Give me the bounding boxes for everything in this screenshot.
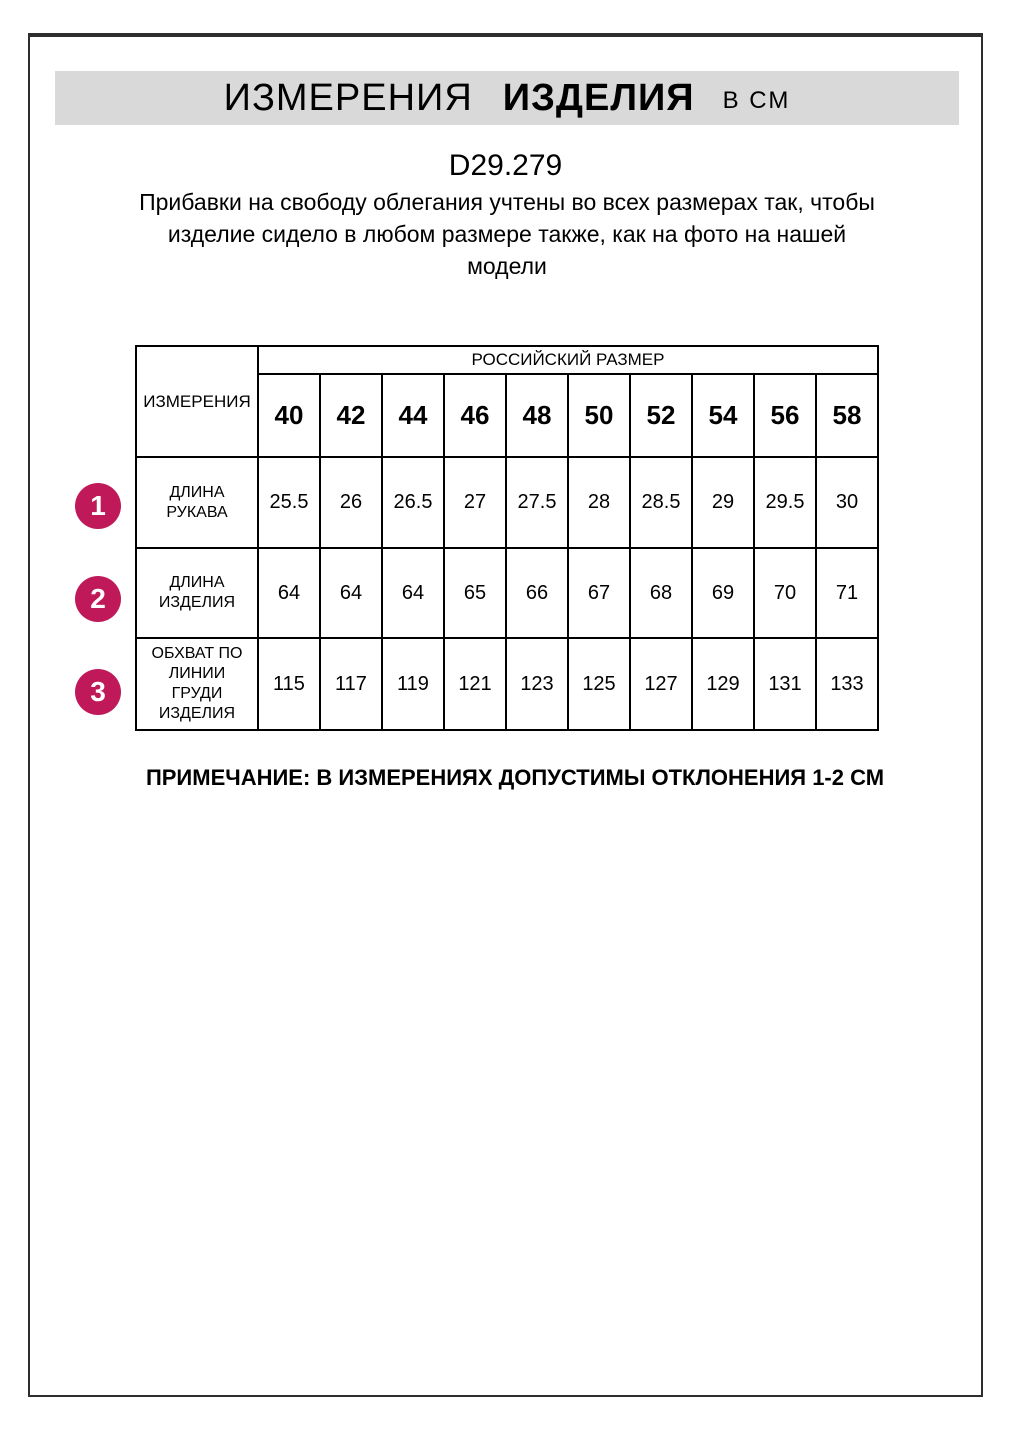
cell-value: 26.5 bbox=[381, 456, 445, 549]
title-banner: ИЗМЕРЕНИЯ ИЗДЕЛИЯ В СМ bbox=[55, 71, 959, 125]
cell-value: 29.5 bbox=[753, 456, 817, 549]
cell-value: 28.5 bbox=[629, 456, 693, 549]
size-header: 58 bbox=[815, 373, 879, 458]
size-header: 42 bbox=[319, 373, 383, 458]
cell-value: 29 bbox=[691, 456, 755, 549]
table-corner-header: ИЗМЕРЕНИЯ bbox=[135, 345, 259, 458]
page-title-word-product: ИЗДЕЛИЯ bbox=[502, 76, 695, 119]
size-header: 54 bbox=[691, 373, 755, 458]
row-label: ДЛИНА РУКАВА bbox=[135, 456, 259, 549]
row-label: ДЛИНА ИЗДЕЛИЯ bbox=[135, 547, 259, 639]
cell-value: 123 bbox=[505, 637, 569, 731]
cell-value: 65 bbox=[443, 547, 507, 639]
tolerance-note: ПРИМЕЧАНИЕ: В ИЗМЕРЕНИЯХ ДОПУСТИМЫ ОТКЛО… bbox=[145, 765, 885, 790]
cell-value: 26 bbox=[319, 456, 383, 549]
cell-value: 64 bbox=[381, 547, 445, 639]
table-group-header: РОССИЙСКИЙ РАЗМЕР bbox=[257, 345, 879, 375]
row-marker-2-number: 2 bbox=[90, 583, 106, 614]
table-sizes-row: 40 42 44 46 48 50 52 54 56 58 bbox=[136, 373, 879, 458]
size-header: 46 bbox=[443, 373, 507, 458]
cell-value: 69 bbox=[691, 547, 755, 639]
cell-value: 121 bbox=[443, 637, 507, 731]
cell-value: 70 bbox=[753, 547, 817, 639]
row-marker-1-number: 1 bbox=[90, 490, 106, 521]
cell-value: 25.5 bbox=[257, 456, 321, 549]
cell-value: 119 bbox=[381, 637, 445, 731]
size-table: ИЗМЕРЕНИЯ РОССИЙСКИЙ РАЗМЕР 40 42 44 46 … bbox=[135, 345, 879, 731]
row-marker-2: 2 bbox=[75, 576, 121, 622]
table-row-garment-length: ДЛИНА ИЗДЕЛИЯ 64 64 64 65 66 67 68 69 70… bbox=[135, 547, 879, 639]
cell-value: 125 bbox=[567, 637, 631, 731]
cell-value: 71 bbox=[815, 547, 879, 639]
cell-value: 68 bbox=[629, 547, 693, 639]
cell-value: 27.5 bbox=[505, 456, 569, 549]
page-title-unit: В СМ bbox=[722, 87, 791, 114]
cell-value: 64 bbox=[319, 547, 383, 639]
cell-value: 30 bbox=[815, 456, 879, 549]
page-title-word-measurements: ИЗМЕРЕНИЯ bbox=[223, 76, 473, 119]
cell-value: 133 bbox=[815, 637, 879, 731]
size-header: 44 bbox=[381, 373, 445, 458]
fit-description: Прибавки на свободу облегания учтены во … bbox=[139, 189, 875, 279]
product-code: D29.279 bbox=[448, 149, 563, 182]
row-marker-3: 3 bbox=[75, 669, 121, 715]
document-page: ИЗМЕРЕНИЯ ИЗДЕЛИЯ В СМ D29.279 Прибавки … bbox=[28, 33, 983, 1397]
cell-value: 28 bbox=[567, 456, 631, 549]
cell-value: 66 bbox=[505, 547, 569, 639]
cell-value: 127 bbox=[629, 637, 693, 731]
row-label: ОБХВАТ ПО ЛИНИИ ГРУДИ ИЗДЕЛИЯ bbox=[135, 637, 259, 731]
size-header: 40 bbox=[257, 373, 321, 458]
size-header: 48 bbox=[505, 373, 569, 458]
cell-value: 129 bbox=[691, 637, 755, 731]
cell-value: 67 bbox=[567, 547, 631, 639]
table-row-sleeve-length: ДЛИНА РУКАВА 25.5 26 26.5 27 27.5 28 28.… bbox=[135, 456, 879, 549]
cell-value: 115 bbox=[257, 637, 321, 731]
size-header: 50 bbox=[567, 373, 631, 458]
row-marker-1: 1 bbox=[75, 483, 121, 529]
cell-value: 117 bbox=[319, 637, 383, 731]
size-header: 56 bbox=[753, 373, 817, 458]
size-header: 52 bbox=[629, 373, 693, 458]
cell-value: 131 bbox=[753, 637, 817, 731]
cell-value: 64 bbox=[257, 547, 321, 639]
table-row-chest-girth: ОБХВАТ ПО ЛИНИИ ГРУДИ ИЗДЕЛИЯ 115 117 11… bbox=[135, 637, 879, 731]
cell-value: 27 bbox=[443, 456, 507, 549]
row-marker-3-number: 3 bbox=[90, 676, 106, 707]
